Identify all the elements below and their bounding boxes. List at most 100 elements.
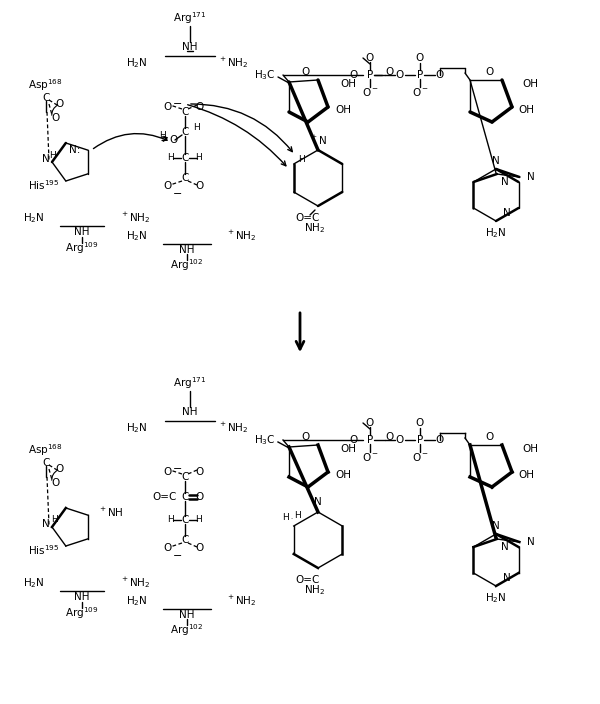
Text: O: O (196, 467, 204, 477)
Text: O$^-$: O$^-$ (362, 86, 379, 98)
Text: $^+$NH: $^+$NH (98, 505, 124, 519)
Text: OH: OH (335, 470, 351, 480)
Text: O: O (366, 53, 374, 63)
Text: C: C (181, 153, 188, 163)
Text: N: N (503, 208, 511, 218)
Text: NH: NH (182, 42, 198, 52)
Text: C: C (181, 107, 188, 117)
Text: O: O (51, 478, 59, 488)
Text: OH: OH (340, 444, 356, 454)
Text: O=C: O=C (296, 575, 320, 585)
Text: N: N (42, 154, 50, 164)
Text: H$_2$N: H$_2$N (485, 591, 507, 605)
Text: C: C (181, 472, 188, 482)
Text: Arg$^{109}$: Arg$^{109}$ (65, 240, 99, 256)
Text: N: N (501, 177, 509, 187)
Text: O: O (163, 102, 171, 112)
Text: Arg$^{109}$: Arg$^{109}$ (65, 605, 99, 621)
Text: H$_2$N: H$_2$N (127, 56, 148, 70)
Text: $^+$N: $^+$N (309, 134, 327, 146)
Text: N:: N: (69, 145, 80, 156)
Text: Arg$^{171}$: Arg$^{171}$ (173, 375, 206, 391)
Text: C: C (181, 535, 188, 545)
Text: H$_2$N: H$_2$N (23, 211, 45, 225)
Text: N: N (492, 156, 500, 166)
Text: $^+$NH$_2$: $^+$NH$_2$ (120, 576, 151, 591)
Text: O: O (416, 418, 424, 428)
Text: O: O (366, 418, 374, 428)
Text: O: O (196, 181, 204, 191)
Text: H: H (194, 123, 200, 132)
Text: P: P (367, 70, 373, 80)
Text: H: H (167, 515, 175, 524)
Text: C: C (181, 127, 188, 137)
Text: Arg$^{102}$: Arg$^{102}$ (170, 257, 203, 273)
Text: O: O (386, 432, 394, 442)
Text: H$_2$N: H$_2$N (23, 576, 45, 590)
Text: $^+$NH$_2$: $^+$NH$_2$ (226, 593, 256, 608)
Text: O$^-$: O$^-$ (412, 451, 428, 463)
Text: H: H (196, 153, 202, 163)
Text: C: C (181, 515, 188, 525)
Text: N: N (492, 521, 500, 531)
Text: O: O (396, 435, 404, 445)
Text: O: O (349, 435, 357, 445)
Text: O: O (56, 464, 64, 474)
Text: O: O (196, 543, 204, 553)
Text: O: O (386, 67, 394, 77)
Text: $-$: $-$ (172, 462, 182, 472)
Text: $^+$NH$_2$: $^+$NH$_2$ (120, 210, 151, 225)
Text: H: H (160, 130, 166, 139)
Text: OH: OH (522, 79, 538, 89)
Text: O: O (196, 492, 204, 502)
Text: O: O (196, 102, 204, 112)
Text: O: O (163, 467, 171, 477)
Text: OH: OH (335, 105, 351, 115)
Text: NH: NH (179, 245, 195, 255)
Text: O: O (302, 67, 310, 77)
Text: O=C: O=C (296, 213, 320, 223)
Text: H: H (295, 512, 301, 520)
Text: NH: NH (74, 592, 90, 602)
Text: $^+$NH$_2$: $^+$NH$_2$ (218, 56, 248, 70)
Text: C: C (181, 173, 188, 183)
Text: OH: OH (518, 470, 534, 480)
Text: His$^{195}$: His$^{195}$ (28, 543, 59, 557)
Text: OH: OH (518, 105, 534, 115)
Text: N: N (314, 497, 322, 507)
Text: O: O (416, 53, 424, 63)
Text: H$_3$C: H$_3$C (254, 433, 276, 447)
Text: O: O (396, 70, 404, 80)
Text: O: O (436, 70, 444, 80)
Text: O$^-$: O$^-$ (412, 86, 428, 98)
Text: H$_3$C: H$_3$C (254, 68, 276, 82)
Text: O$^-$: O$^-$ (362, 451, 379, 463)
Text: NH: NH (74, 227, 90, 237)
Text: N: N (527, 172, 535, 182)
Text: Asp$^{168}$: Asp$^{168}$ (28, 442, 62, 458)
Text: H$_2$N: H$_2$N (127, 229, 148, 243)
Text: O: O (163, 181, 171, 191)
Text: NH: NH (182, 407, 198, 417)
Text: NH: NH (179, 610, 195, 620)
Text: N: N (527, 537, 535, 547)
Text: $^+$NH$_2$: $^+$NH$_2$ (226, 229, 256, 244)
Text: OH: OH (522, 444, 538, 454)
Text: O: O (349, 70, 357, 80)
Text: H: H (298, 154, 305, 163)
Text: H$_2$N: H$_2$N (127, 421, 148, 435)
Text: O: O (169, 135, 177, 145)
Text: O: O (485, 432, 493, 442)
Text: $-$: $-$ (172, 187, 182, 197)
Text: Arg$^{102}$: Arg$^{102}$ (170, 622, 203, 638)
Text: P: P (417, 70, 423, 80)
Text: $-$: $-$ (172, 97, 182, 107)
Text: O: O (436, 435, 444, 445)
Text: Arg$^{171}$: Arg$^{171}$ (173, 10, 206, 26)
Text: P: P (367, 435, 373, 445)
Text: H$_2$N: H$_2$N (485, 226, 507, 240)
Text: H$_\cdot$: H$_\cdot$ (282, 511, 293, 521)
Text: C: C (43, 458, 50, 468)
Text: $-$: $-$ (172, 549, 182, 559)
Text: O=C: O=C (152, 492, 177, 502)
